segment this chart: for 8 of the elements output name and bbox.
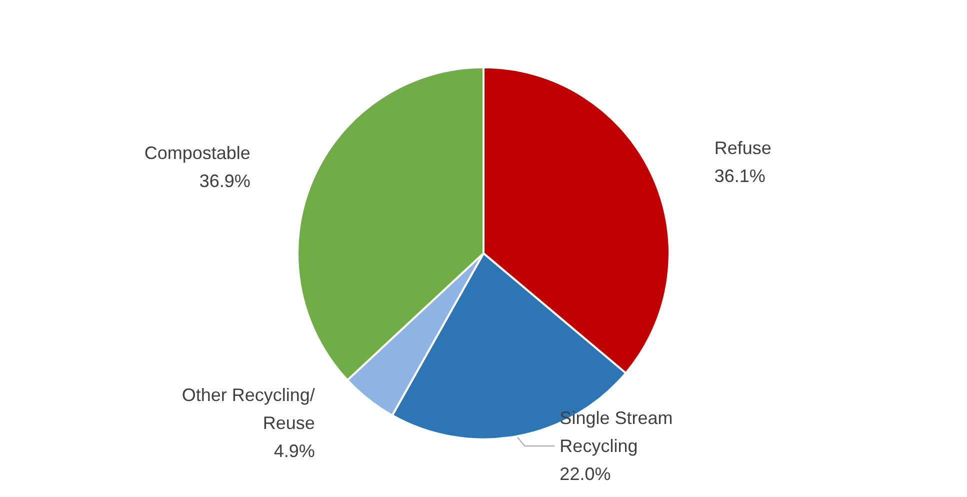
data-label: 36.9% [199,171,250,192]
slice-label: Single Stream Recycling [560,408,678,456]
slice-label: Other Recycling/Reuse [182,385,315,434]
slice-label: Refuse [714,138,772,158]
slice-label: Compostable [144,143,250,164]
data-label: 36.1% [714,166,766,186]
data-label: 22.0% [560,464,611,484]
data-label: 4.9% [274,441,315,462]
